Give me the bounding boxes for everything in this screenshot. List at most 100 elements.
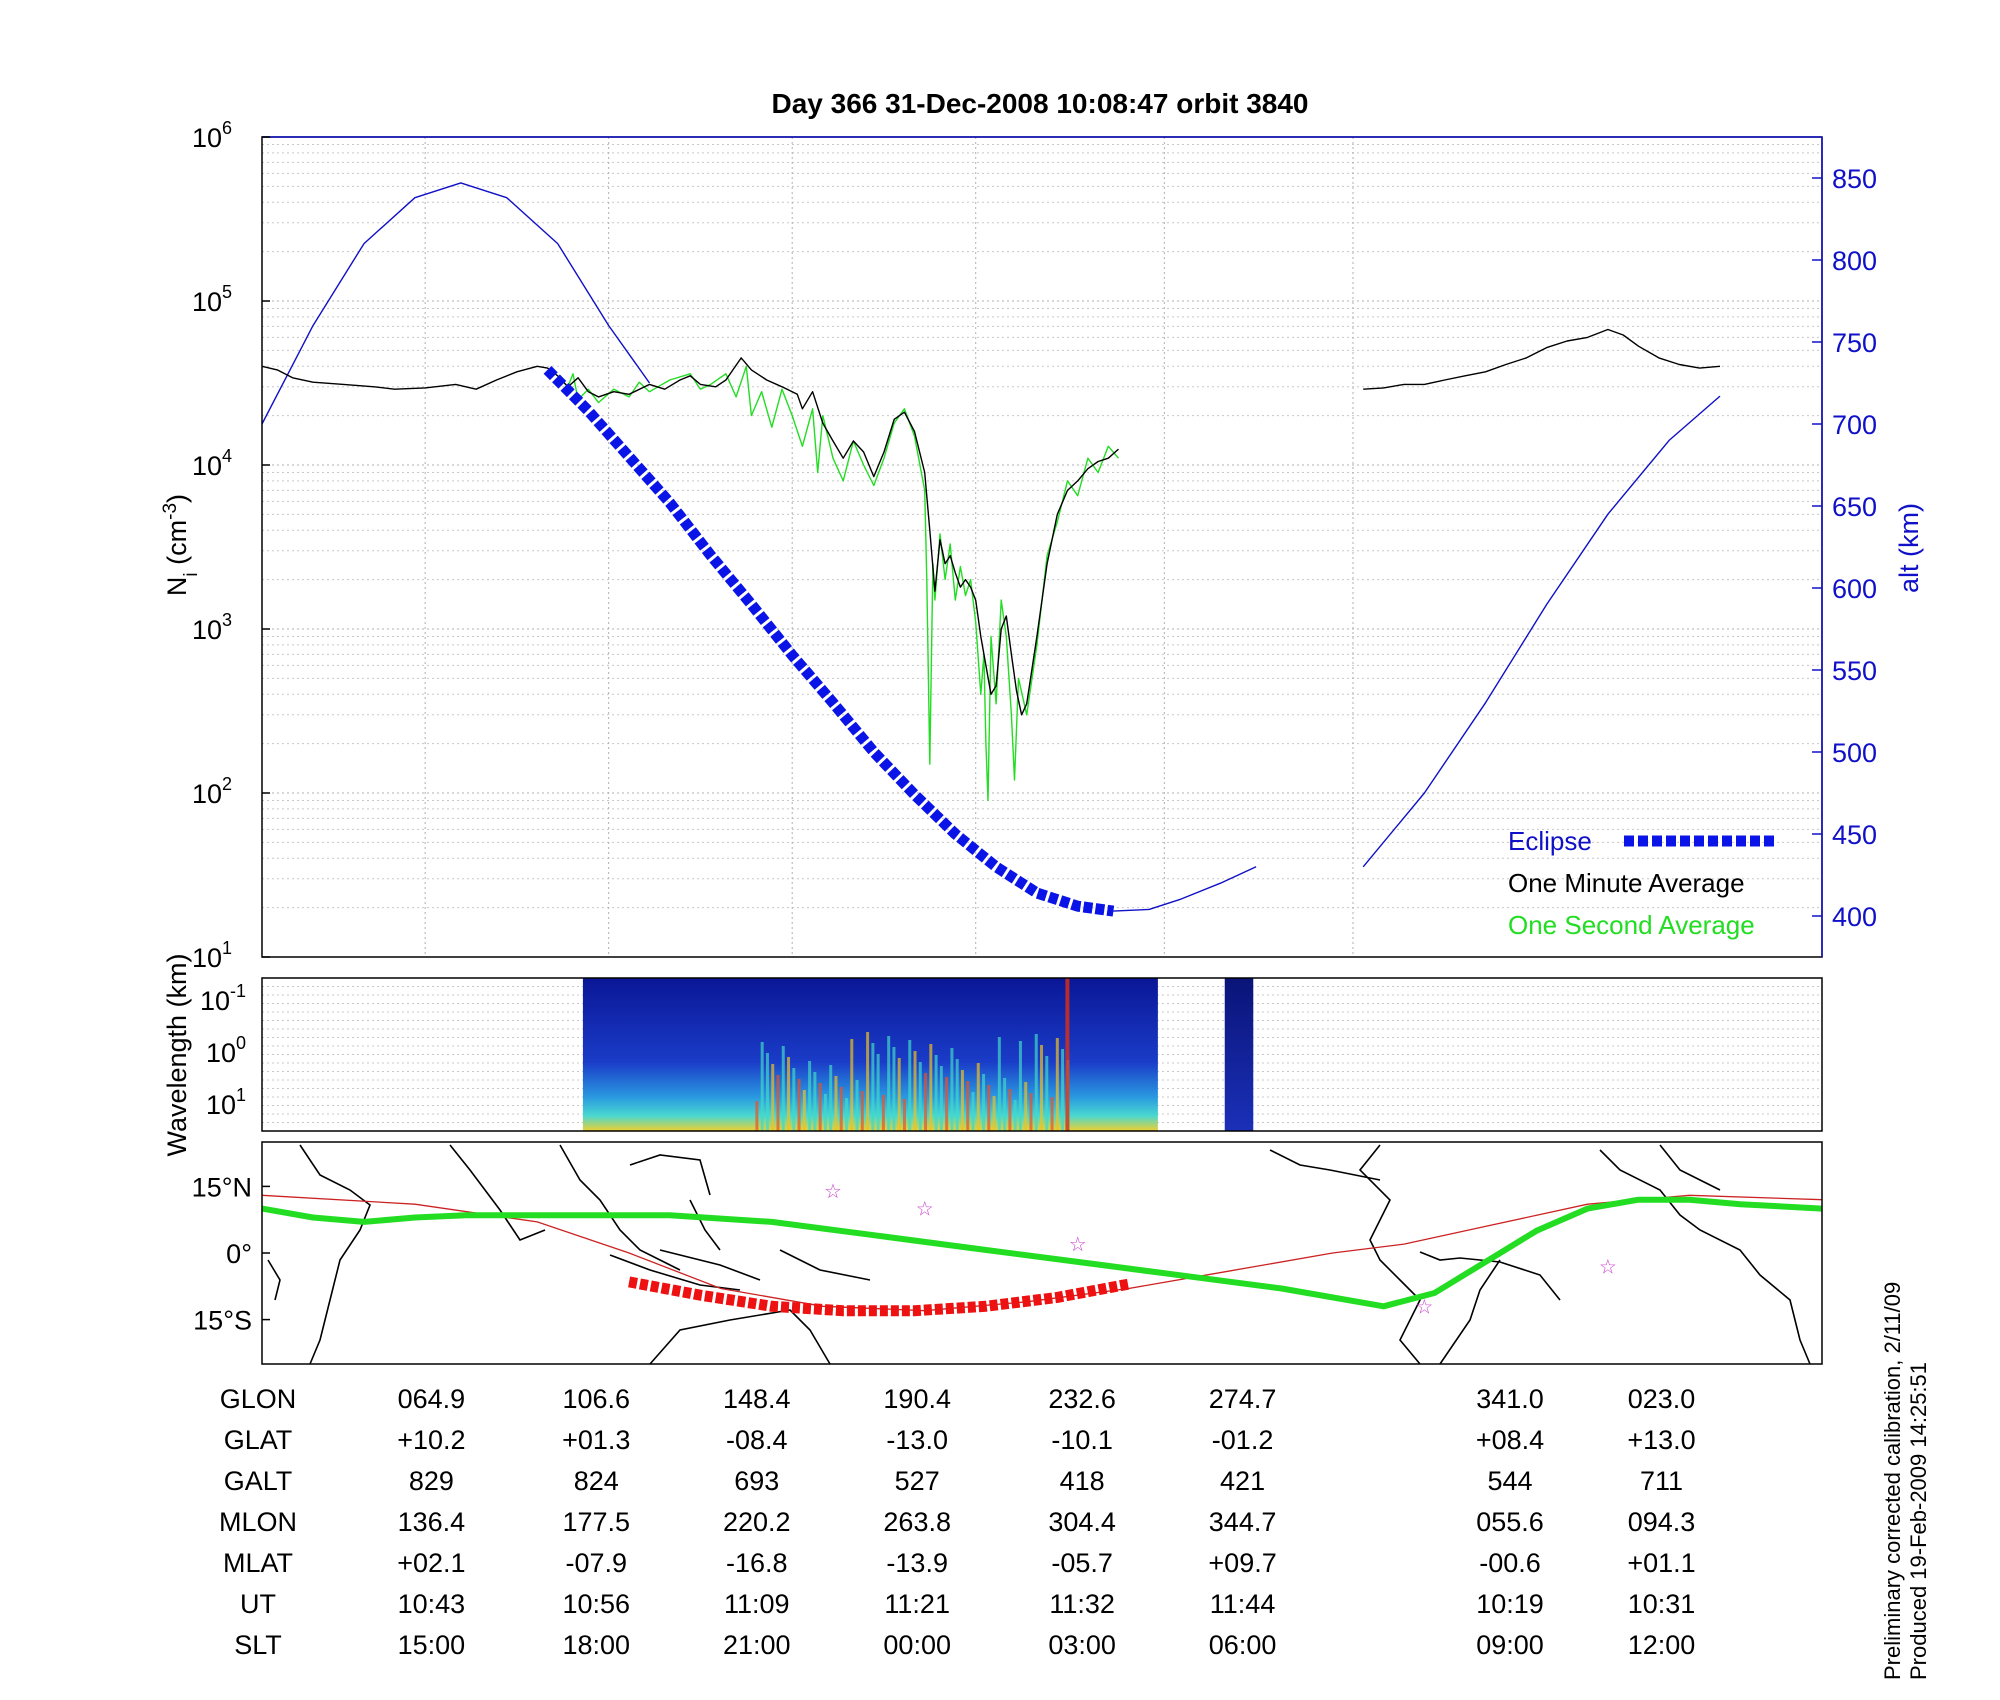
table-cell: 527 <box>895 1466 940 1496</box>
spectrogram-column <box>897 1058 901 1131</box>
table-cell: +01.1 <box>1627 1548 1695 1578</box>
table-cell: 544 <box>1487 1466 1532 1496</box>
table-cell: 064.9 <box>398 1384 466 1414</box>
satellite-track <box>261 1196 1823 1310</box>
eclipse-track <box>628 1276 1130 1317</box>
density-tick-label: 102 <box>192 774 232 809</box>
table-cell: 341.0 <box>1476 1384 1544 1414</box>
density-tick-label: 105 <box>192 282 232 317</box>
table-cell: 18:00 <box>562 1630 630 1660</box>
density-tick-label: 101 <box>192 938 232 973</box>
spectrogram-column <box>834 1076 838 1131</box>
spectrogram-column <box>771 1064 775 1131</box>
spectrogram-column <box>892 1047 896 1131</box>
table-cell: 21:00 <box>723 1630 791 1660</box>
spectrogram-column <box>960 1070 964 1131</box>
table-cell: 023.0 <box>1628 1384 1696 1414</box>
spectrogram-column <box>1013 1100 1017 1131</box>
spectrogram-column <box>823 1094 827 1131</box>
table-cell: -07.9 <box>566 1548 628 1578</box>
table-cell: 177.5 <box>562 1507 630 1537</box>
altitude-tick-label: 800 <box>1832 246 1877 276</box>
altitude-tick-label: 450 <box>1832 820 1877 850</box>
density-panel: 101 102 103 104 105 106 400 450 500 550 600 650 700 7… <box>160 118 1925 973</box>
star-marker: ☆ <box>916 1199 934 1221</box>
table-cell: 15:00 <box>398 1630 466 1660</box>
table-row-label: GLON <box>220 1384 297 1414</box>
spectrogram-column <box>1008 1089 1012 1131</box>
table-cell: 055.6 <box>1476 1507 1544 1537</box>
table-cell: 220.2 <box>723 1507 791 1537</box>
altitude-tick-label: 600 <box>1832 574 1877 604</box>
table-cell: 693 <box>734 1466 779 1496</box>
spectrogram-column <box>850 1039 854 1131</box>
altitude-tick-label: 400 <box>1832 902 1877 932</box>
density-tick-label: 106 <box>192 118 232 153</box>
spectrogram-column <box>813 1072 817 1131</box>
table-cell: +01.3 <box>562 1425 630 1455</box>
table-cell: -01.2 <box>1212 1425 1274 1455</box>
wavelength-tick-label: 100 <box>206 1033 246 1068</box>
spectrogram-column <box>1018 1041 1022 1131</box>
density-tick-label: 104 <box>192 446 232 481</box>
table-cell: 11:32 <box>1049 1589 1115 1619</box>
table-cell: 136.4 <box>398 1507 466 1537</box>
table-cell: 711 <box>1640 1466 1683 1496</box>
spectrogram-column <box>908 1040 912 1131</box>
spectrogram-column <box>776 1075 780 1131</box>
spectrogram-blocks <box>582 978 1254 1131</box>
table-cell: 148.4 <box>723 1384 791 1414</box>
spectrogram-column <box>792 1068 796 1131</box>
table-cell: 10:31 <box>1628 1589 1696 1619</box>
spectrogram-column <box>950 1048 954 1131</box>
table-cell: 11:09 <box>724 1589 790 1619</box>
table-row-label: MLAT <box>223 1548 293 1578</box>
table-cell: +09.7 <box>1208 1548 1276 1578</box>
produced-note: Produced 19-Feb-2009 14:25:51 <box>1906 1362 1931 1680</box>
series-altitude <box>1362 395 1721 868</box>
table-cell: +10.2 <box>397 1425 465 1455</box>
legend-second-average: One Second Average <box>1508 910 1755 940</box>
wavelength-tick-label: 10-1 <box>200 981 246 1016</box>
latitude-tick-label: 15°N <box>192 1172 252 1202</box>
table-cell: 106.6 <box>562 1384 630 1414</box>
spectrogram-block <box>1224 978 1254 1131</box>
spectrogram-column <box>765 1053 769 1131</box>
table-row-label: SLT <box>234 1630 282 1660</box>
altitude-tick-label: 700 <box>1832 410 1877 440</box>
star-marker: ☆ <box>1069 1234 1087 1256</box>
altitude-tick-label: 750 <box>1832 328 1877 358</box>
legend-eclipse: Eclipse <box>1508 826 1592 856</box>
spectrogram-column <box>955 1059 959 1131</box>
spectrogram-column <box>802 1090 806 1131</box>
spectrogram-column <box>966 1081 970 1131</box>
spectrogram-spike <box>1065 978 1070 1131</box>
series-one-minute-average <box>261 357 1119 716</box>
table-cell: -13.9 <box>886 1548 948 1578</box>
altitude-tick-label: 500 <box>1832 738 1877 768</box>
spectrogram-column <box>755 1101 759 1131</box>
altitude-tick-label: 850 <box>1832 164 1877 194</box>
spectrogram-column <box>1024 1082 1028 1131</box>
spectrogram-column <box>1061 1049 1065 1131</box>
spectrogram-column <box>939 1066 943 1131</box>
legend-minute-average: One Minute Average <box>1508 868 1745 898</box>
table-cell: 263.8 <box>883 1507 951 1537</box>
spectrogram-column <box>866 1032 870 1131</box>
table-cell: 11:44 <box>1210 1589 1276 1619</box>
spectrogram-column <box>1040 1045 1044 1131</box>
spectrogram-column <box>1055 1038 1059 1131</box>
series-eclipse <box>543 366 1115 917</box>
table-row-label: GALT <box>224 1466 293 1496</box>
coastlines <box>267 1144 1811 1365</box>
table-cell: -08.4 <box>726 1425 788 1455</box>
spectrogram-column <box>902 1099 906 1131</box>
table-cell: 232.6 <box>1048 1384 1116 1414</box>
spectrogram-column <box>787 1057 791 1131</box>
spectrogram-column <box>1034 1034 1038 1131</box>
table-cell: 421 <box>1220 1466 1265 1496</box>
altitude-tick-label: 650 <box>1832 492 1877 522</box>
spectrogram-column <box>992 1096 996 1131</box>
series-one-minute-average <box>1363 328 1721 390</box>
